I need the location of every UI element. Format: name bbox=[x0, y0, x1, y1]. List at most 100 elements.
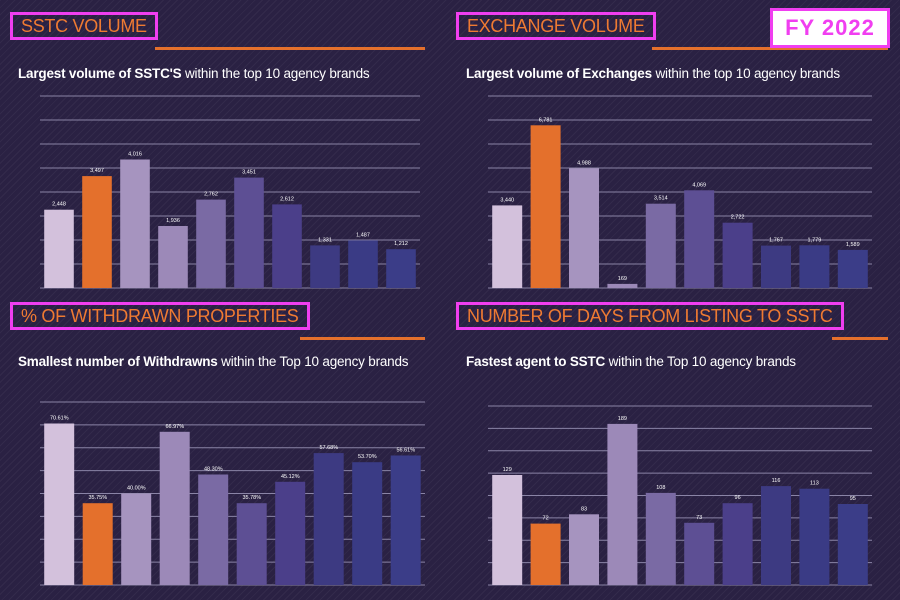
bar bbox=[837, 249, 868, 288]
bar bbox=[607, 283, 638, 288]
data-label: 73 bbox=[696, 515, 702, 521]
bar bbox=[44, 423, 75, 585]
bar bbox=[158, 226, 188, 288]
data-label: 1,779 bbox=[808, 237, 822, 243]
subtitle-bold: Smallest number of Withdrawns bbox=[18, 354, 218, 369]
data-label: 1,936 bbox=[166, 218, 180, 224]
panel-rule bbox=[652, 47, 888, 50]
bar bbox=[645, 203, 676, 288]
bar bbox=[722, 503, 753, 585]
data-label: 2,762 bbox=[204, 192, 218, 198]
bar bbox=[837, 504, 868, 585]
data-label: 3,497 bbox=[90, 168, 104, 174]
bar bbox=[799, 245, 830, 288]
bar bbox=[159, 431, 190, 585]
bar bbox=[121, 493, 152, 585]
bar bbox=[313, 453, 344, 585]
data-label: 35.78% bbox=[242, 495, 261, 501]
bar bbox=[390, 455, 421, 585]
bar bbox=[799, 488, 830, 585]
bar bbox=[310, 245, 340, 288]
bar bbox=[196, 199, 226, 288]
data-label: 66.97% bbox=[165, 424, 184, 430]
bar bbox=[645, 492, 676, 585]
panel-subtitle: Fastest agent to SSTC within the Top 10 … bbox=[466, 354, 796, 369]
bar bbox=[348, 240, 378, 288]
bar bbox=[82, 503, 113, 585]
bar bbox=[82, 176, 112, 288]
data-label: 95 bbox=[850, 496, 856, 502]
data-label: 6,781 bbox=[539, 117, 553, 123]
subtitle-bold: Largest volume of Exchanges bbox=[466, 66, 652, 81]
panel-title: NUMBER OF DAYS FROM LISTING TO SSTC bbox=[456, 302, 844, 330]
sstc-volume-chart: 2,448 3,497 4,016 1,936 2,762 3,451 2,612 1,331… bbox=[40, 95, 420, 289]
data-label: 4,069 bbox=[692, 182, 706, 188]
subtitle-rest: within the Top 10 agency brands bbox=[217, 354, 409, 369]
fy-badge: FY 2022 bbox=[770, 8, 890, 48]
exchange-volume-chart: 3,440 6,781 4,988 169 3,514 4,069 2,722 1,767 1,… bbox=[488, 95, 872, 289]
bar bbox=[569, 168, 599, 288]
bar bbox=[684, 190, 715, 288]
days-listing-to-sstc-chart: 129 72 83 189 108 73 96 116 113 95 bbox=[488, 405, 872, 586]
bar bbox=[198, 474, 229, 585]
data-label: 116 bbox=[772, 478, 781, 484]
data-label: 48.30% bbox=[204, 467, 223, 473]
data-label: 1,331 bbox=[318, 237, 332, 243]
data-label: 3,440 bbox=[500, 197, 514, 203]
data-label: 169 bbox=[618, 276, 627, 282]
data-label: 4,988 bbox=[577, 160, 591, 166]
data-label: 40.00% bbox=[127, 486, 146, 492]
data-label: 3,451 bbox=[242, 170, 256, 176]
data-label: 2,448 bbox=[52, 202, 66, 208]
panel-title: EXCHANGE VOLUME bbox=[456, 12, 656, 40]
subtitle-rest: within the top 10 agency brands bbox=[651, 66, 840, 81]
data-label: 45.12% bbox=[281, 474, 300, 480]
bar bbox=[386, 249, 416, 288]
bar bbox=[761, 245, 791, 288]
bar bbox=[569, 514, 599, 585]
bar bbox=[352, 462, 383, 585]
data-label: 2,612 bbox=[280, 196, 294, 202]
panel-title: SSTC VOLUME bbox=[10, 12, 158, 40]
data-label: 1,212 bbox=[394, 241, 408, 247]
subtitle-rest: within the top 10 agency brands bbox=[181, 66, 370, 81]
data-label: 72 bbox=[543, 516, 549, 522]
bar bbox=[607, 423, 638, 585]
panel-title: % OF WITHDRAWN PROPERTIES bbox=[10, 302, 310, 330]
data-label: 1,487 bbox=[356, 232, 370, 238]
data-label: 35.75% bbox=[88, 495, 107, 501]
panel-subtitle: Smallest number of Withdrawns within the… bbox=[18, 354, 409, 369]
bar bbox=[722, 222, 753, 288]
bar bbox=[530, 125, 561, 288]
subtitle-rest: within the Top 10 agency brands bbox=[605, 354, 796, 369]
bar bbox=[44, 209, 74, 288]
subtitle-bold: Fastest agent to SSTC bbox=[466, 354, 606, 369]
panel-rule bbox=[300, 337, 425, 340]
data-label: 129 bbox=[503, 467, 512, 473]
data-label: 2,722 bbox=[731, 215, 745, 221]
data-label: 96 bbox=[735, 495, 741, 501]
data-label: 113 bbox=[810, 481, 819, 487]
data-label: 1,767 bbox=[769, 238, 783, 244]
panel-rule bbox=[832, 337, 888, 340]
data-label: 1,589 bbox=[846, 242, 860, 248]
bar bbox=[684, 522, 715, 585]
data-label: 70.61% bbox=[50, 416, 69, 422]
bar bbox=[275, 481, 306, 585]
withdrawn-properties-chart: 70.61% 35.75% 40.00% 66.97% 48.30% 35.78% 45.1… bbox=[40, 401, 425, 586]
data-label: 108 bbox=[656, 485, 665, 491]
bar bbox=[236, 503, 267, 585]
bar bbox=[530, 523, 561, 585]
panel-subtitle: Largest volume of SSTC'S within the top … bbox=[18, 66, 370, 81]
bar bbox=[761, 486, 791, 585]
data-label: 189 bbox=[618, 416, 627, 422]
panel-subtitle: Largest volume of Exchanges within the t… bbox=[466, 66, 840, 81]
data-label: 53.70% bbox=[358, 454, 377, 460]
bar bbox=[120, 159, 150, 288]
panel-rule bbox=[155, 47, 425, 50]
data-label: 3,514 bbox=[654, 196, 668, 202]
data-label: 83 bbox=[581, 506, 587, 512]
bar bbox=[492, 475, 523, 585]
bar bbox=[234, 177, 264, 288]
bar bbox=[492, 205, 523, 288]
